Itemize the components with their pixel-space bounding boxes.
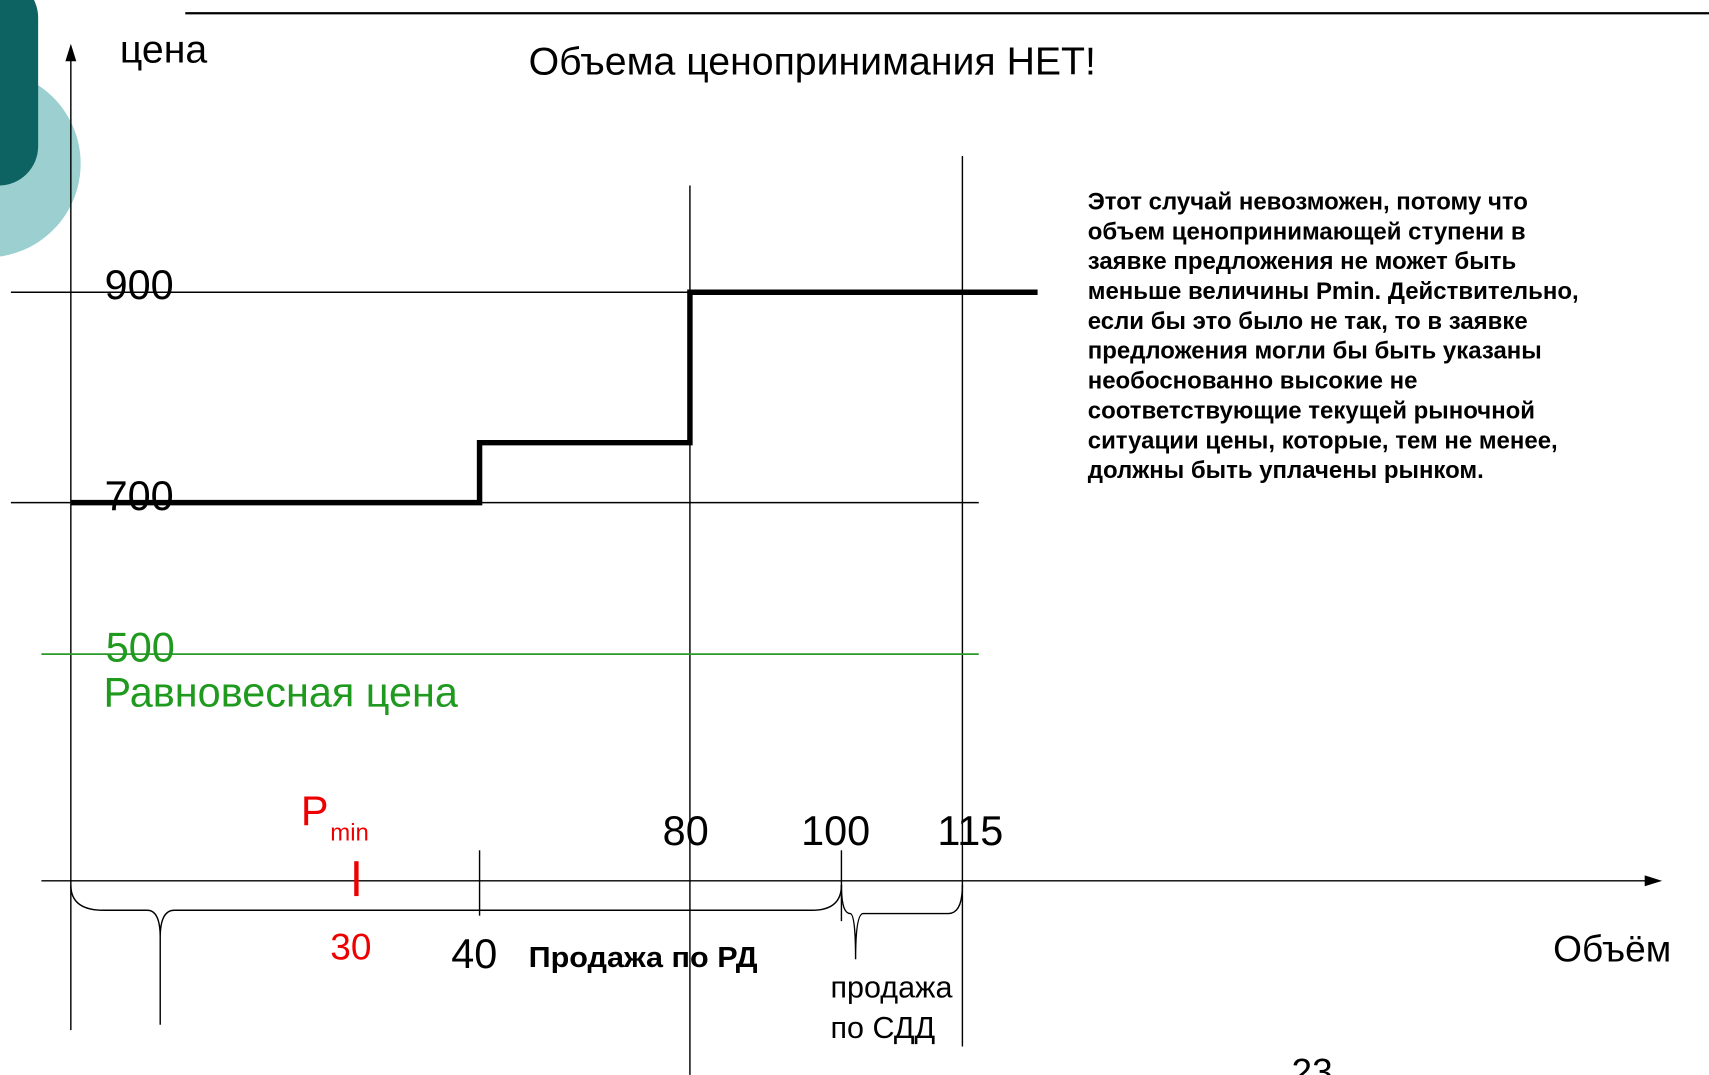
note-line: меньше величины Pmin. Действительно,: [1088, 278, 1579, 305]
volume-label: 80: [663, 808, 709, 854]
note-line: если бы это было не так, то в заявке: [1088, 308, 1528, 335]
note-line: должны быть уплачены рынком.: [1088, 457, 1484, 484]
segment-label: по СДД: [831, 1011, 936, 1045]
note-line: предложения могли бы быть указаны: [1088, 338, 1542, 365]
price-label: 900: [105, 262, 174, 308]
volume-label: 100: [801, 808, 870, 854]
supply-step: [70, 289, 1038, 506]
note-line: ситуации цены, которые, тем не менее,: [1088, 427, 1558, 454]
volume-label: 115: [937, 808, 1003, 854]
note-line: объем ценопринимающей ступени в: [1088, 218, 1526, 245]
segment-label: продажа: [831, 970, 953, 1004]
brace: [840, 885, 964, 960]
pmin-value: 30: [330, 925, 371, 967]
note-line: заявке предложения не может быть: [1088, 248, 1516, 275]
page-number: 23: [1292, 1051, 1333, 1075]
note-line: Этот случай невозможен, потому что: [1088, 188, 1528, 215]
volume-label: 40: [451, 931, 497, 977]
note-line: необоснованно высокие не: [1088, 368, 1418, 395]
equilibrium-label: Равновесная цена: [104, 669, 459, 715]
y-axis-label: цена: [120, 27, 207, 71]
x-axis-label: Объём: [1553, 927, 1671, 969]
price-label: 700: [105, 473, 174, 519]
pmin-label: P: [301, 788, 329, 834]
brace: [70, 885, 843, 1025]
note: Этот случай невозможен, потому что объем …: [1088, 188, 1579, 484]
arrow: [65, 43, 77, 62]
arrow: [1644, 875, 1663, 887]
pmin-subscript: min: [330, 819, 369, 846]
segment-label: Продажа по РД: [529, 942, 758, 974]
price-label: 500: [106, 625, 175, 671]
decor-bar: [0, 0, 39, 186]
title: Объема ценопринимания НЕТ!: [529, 39, 1096, 83]
note-line: соответствующие текущей рыночной: [1088, 397, 1535, 424]
